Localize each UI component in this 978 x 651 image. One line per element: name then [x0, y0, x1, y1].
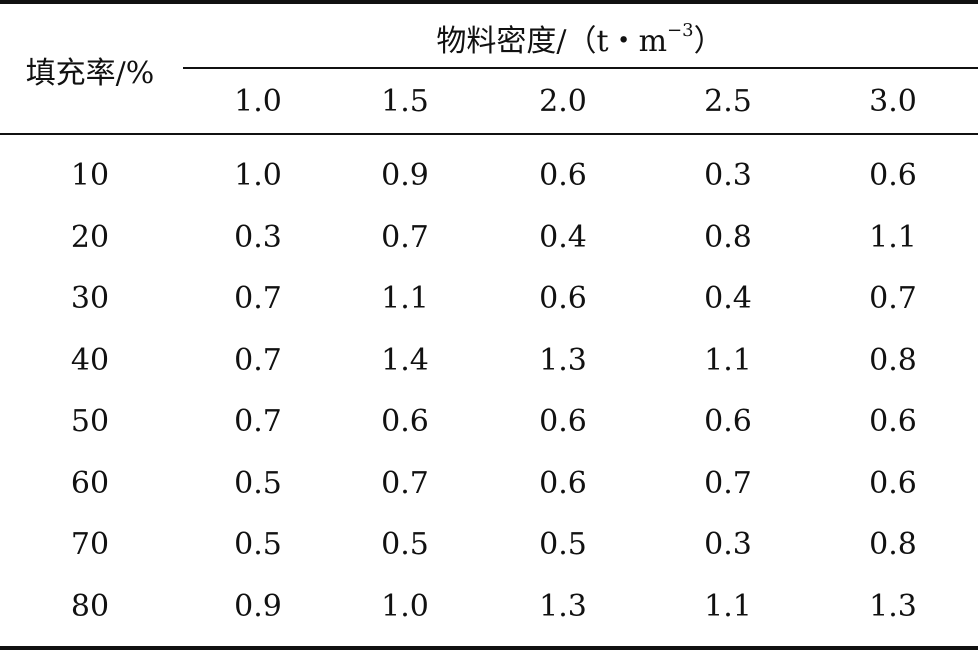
- table-cell: 0.7: [381, 465, 429, 501]
- column-header: 1.0: [234, 84, 282, 119]
- column-header: 3.0: [869, 84, 917, 119]
- table-cell: 0.7: [234, 404, 282, 439]
- table-cell: 0.6: [704, 404, 752, 439]
- table-cell: 1.0: [234, 158, 282, 193]
- table-cell: 0.9: [234, 588, 282, 624]
- row-label: 20: [70, 219, 110, 255]
- table-cell: 1.3: [539, 588, 587, 624]
- column-header: 2.5: [704, 84, 752, 119]
- table-cell: 1.1: [381, 281, 429, 316]
- group-title-superscript: −3: [667, 20, 694, 41]
- table-cell: 0.3: [234, 219, 282, 255]
- table-cell: 0.7: [381, 219, 429, 255]
- group-title-tail: ）: [693, 24, 724, 59]
- table-cell: 0.7: [704, 465, 752, 501]
- table-cell: 0.9: [381, 158, 429, 193]
- table-cell: 0.5: [539, 527, 587, 562]
- table-cell: 0.6: [869, 158, 917, 193]
- table-cell: 0.6: [539, 404, 587, 439]
- column-header: 1.5: [381, 84, 429, 119]
- table-cell: 0.8: [704, 219, 752, 255]
- column-header: 2.0: [539, 84, 587, 119]
- table-cell: 1.0: [381, 588, 429, 624]
- table-cell: 0.4: [539, 219, 587, 255]
- table-cell: 1.1: [869, 219, 917, 255]
- table-bottom-rule: [0, 646, 978, 650]
- row-label: 10: [70, 158, 110, 193]
- table-cell: 0.7: [234, 281, 282, 316]
- table-cell: 0.3: [704, 527, 752, 562]
- table-cell: 0.6: [869, 404, 917, 439]
- table-cell: 1.1: [704, 588, 752, 624]
- row-label: 40: [70, 342, 110, 378]
- table-cell: 0.8: [869, 342, 917, 378]
- table-cell: 0.5: [381, 527, 429, 562]
- header-bottom-rule: [0, 133, 978, 135]
- table-cell: 0.7: [869, 281, 917, 316]
- row-label: 50: [70, 404, 110, 439]
- row-header-title: 填充率/%: [25, 56, 155, 91]
- table-cell: 0.5: [234, 465, 282, 501]
- table-cell: 0.6: [381, 404, 429, 439]
- table-cell: 0.3: [704, 158, 752, 193]
- table-cell: 0.4: [704, 281, 752, 316]
- table-cell: 0.6: [539, 465, 587, 501]
- table-cell: 0.5: [234, 527, 282, 562]
- row-label: 30: [70, 281, 110, 316]
- row-label: 70: [70, 527, 110, 562]
- column-group-title: 物料密度/（t・m−3）: [436, 16, 723, 60]
- table-cell: 0.6: [869, 465, 917, 501]
- table-cell: 1.4: [381, 342, 429, 378]
- table-cell: 1.3: [539, 342, 587, 378]
- table-cell: 1.1: [704, 342, 752, 378]
- table-cell: 0.7: [234, 342, 282, 378]
- row-label: 80: [70, 588, 110, 624]
- row-label: 60: [70, 465, 110, 501]
- table-cell: 0.6: [539, 158, 587, 193]
- table-cell: 0.8: [869, 527, 917, 562]
- table-cell: 0.6: [539, 281, 587, 316]
- group-title-main: 物料密度/（t・m: [436, 24, 668, 59]
- table-cell: 1.3: [869, 588, 917, 624]
- group-header-rule: [183, 67, 978, 69]
- table-top-rule: [0, 0, 978, 4]
